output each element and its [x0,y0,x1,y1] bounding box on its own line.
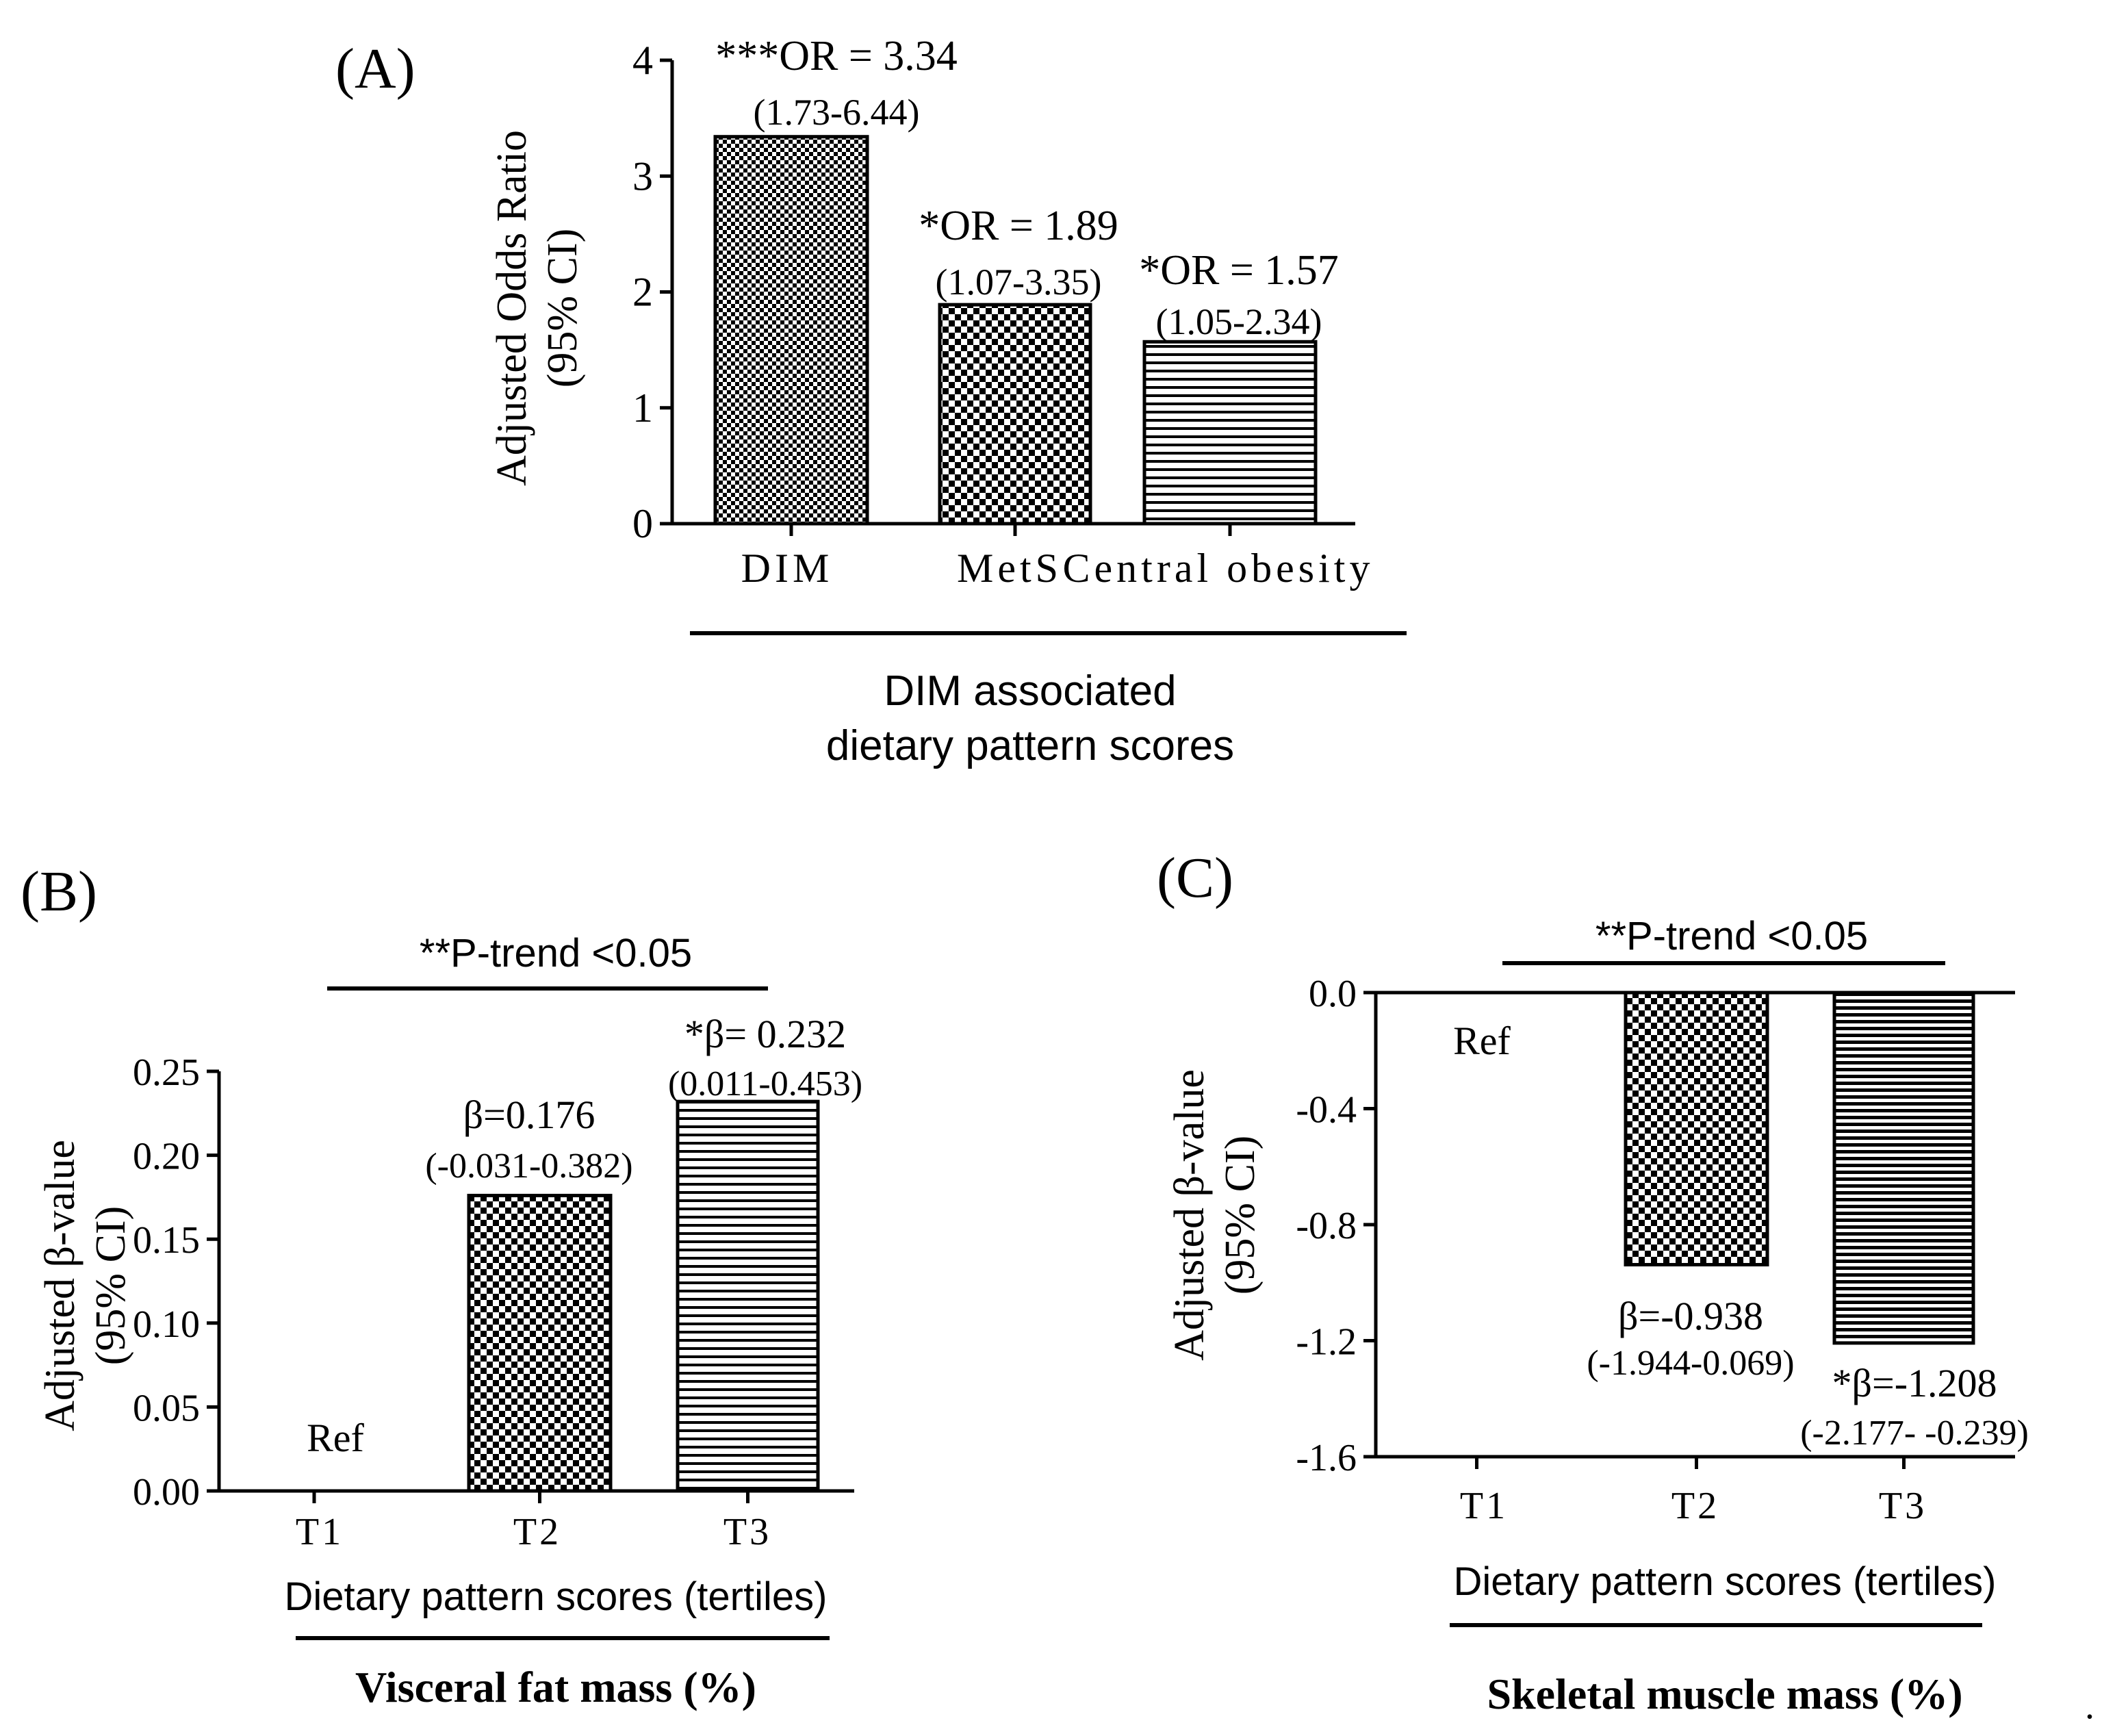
panel-a-ylabel-line1: Adjusted Odds Ratio [489,130,535,486]
panel-a-y-tick-label: 2 [632,270,653,315]
panel-a-x-tick-label: DIM [741,546,834,591]
panel-c-x-tick-label: T2 [1671,1485,1719,1527]
panel-b-y-tick-label: 0.20 [133,1136,200,1178]
panel-b-ylabel-line1: Adjusted β-value [37,1140,84,1431]
panel-a-annotation-main: *OR = 1.89 [919,203,1118,249]
panel-c-letter: (C) [1157,846,1233,910]
panel-a-y-tick-label: 3 [632,153,653,199]
panel-a-annotation-ci: (1.05-2.34) [1156,301,1322,342]
panel-b-ylabel-line2: (95% CI) [88,1206,134,1365]
panel-b-trend-label: **P-trend <0.05 [420,931,692,975]
panel-a-x-ticks: DIM MetS Central obesity [741,524,1374,591]
panel-c-ylabel-line2: (95% CI) [1217,1136,1264,1294]
panel-a-ylabel-line2: (95% CI) [539,229,586,387]
panel-a-bar-dim [713,135,869,526]
panel-b-y-tick-label: 0.00 [133,1471,200,1514]
panel-a-letter: (A) [335,37,415,101]
panel-b-y-tick-label: 0.25 [133,1051,200,1094]
panel-b-annotation-main: Ref [307,1416,364,1460]
panel-a-x-tick-label: Central obesity [1063,546,1374,591]
panel-c-x-tick-label: T1 [1460,1485,1508,1527]
panel-a-group-label-line1: DIM associated [884,667,1176,715]
panel-b-x-tick-label: T1 [296,1511,344,1553]
panel-c-bar-t3 [1832,991,1975,1345]
panel-b-y-tick-label: 0.15 [133,1219,200,1262]
panel-c-annotation-ci: (-2.177- -0.239) [1800,1414,2029,1453]
panel-b-x-tick-label: T2 [513,1511,561,1553]
panel-c-bar-t1 [1389,991,1564,994]
panel-b-annotations: Ref β=0.176 (-0.031-0.382) *β= 0.232 (0.011-… [307,1012,862,1460]
panel-c-trend-label: **P-trend <0.05 [1595,914,1868,958]
panel-a-annotation-ci: (1.07-3.35) [936,261,1102,303]
panel-a-annotations: ***OR = 3.34 (1.73-6.44) *OR = 1.89 (1.07-3… [715,33,1339,342]
panel-c-y-tick-label: -0.4 [1296,1089,1357,1132]
panel-c-ylabel-line1: Adjusted β-value [1166,1069,1213,1361]
panel-a-annotation-ci: (1.73-6.44) [754,92,920,133]
panel-a-group-label-line2: dietary pattern scores [826,722,1234,769]
panel-a: (A) Adjusted Odds Ratio (95% CI) 0 1 2 3 4 *… [335,33,1407,769]
panel-c-annotation-ci: (-1.944-0.069) [1587,1344,1794,1383]
panel-a-x-tick-label: MetS [957,546,1062,591]
panel-a-annotation-main: ***OR = 3.34 [715,33,958,79]
panel-b-bars [226,1099,820,1493]
panel-c-y-tick-label: -0.8 [1296,1205,1357,1247]
panel-c: (C) **P-trend <0.05 Adjusted β-value (95… [1157,846,2029,1718]
panel-c-annotation-main: β=-0.938 [1618,1294,1763,1338]
panel-a-bar-mets [938,303,1092,526]
panel-b-annotation-main: *β= 0.232 [684,1012,846,1056]
panel-c-x-ticks: T1 T2 T3 [1460,1457,1927,1527]
panel-a-ylabel: Adjusted Odds Ratio (95% CI) [489,130,586,486]
panel-b-annotation-main: β=0.176 [463,1093,595,1137]
panel-c-y-tick-label: -1.6 [1296,1437,1357,1479]
panel-b-outcome-label: Visceral fat mass (%) [355,1663,756,1711]
panel-b-y-tick-label: 0.05 [133,1387,200,1429]
panel-b-annotation-ci: (-0.031-0.382) [425,1147,632,1186]
panel-a-annotation-main: *OR = 1.57 [1139,247,1339,294]
panel-c-annotation-main: Ref [1453,1019,1511,1063]
panel-b-ylabel: Adjusted β-value (95% CI) [37,1140,134,1431]
panel-a-y-tick-label: 4 [632,38,653,83]
panel-b-bar-t3 [676,1099,820,1493]
panel-b: (B) **P-trend <0.05 Adjusted β-value (95… [21,860,862,1711]
panel-a-y-tick-label: 0 [632,501,653,546]
panel-b-letter: (B) [21,860,97,923]
panel-b-x-tick-label: T3 [723,1511,771,1553]
panel-b-y-tick-label: 0.10 [133,1303,200,1346]
panel-c-annotation-main: *β=-1.208 [1832,1361,1997,1405]
panel-c-outcome-label: Skeletal muscle mass (%) [1487,1670,1962,1718]
panel-c-y-tick-label: -1.2 [1296,1321,1357,1364]
panel-c-bar-t2 [1624,991,1769,1266]
panel-c-ylabel: Adjusted β-value (95% CI) [1166,1069,1264,1361]
panel-b-annotation-ci: (0.011-0.453) [668,1064,862,1103]
panel-a-y-tick-label: 1 [632,385,653,431]
panel-b-x-ticks: T1 T2 T3 [296,1491,771,1553]
panel-a-bars [713,135,1318,526]
panel-b-xlabel: Dietary pattern scores (tertiles) [285,1574,828,1619]
trailing-mark: . [2085,1685,2094,1727]
panel-c-x-tick-label: T3 [1879,1485,1927,1527]
panel-c-bars [1389,991,1975,1345]
panel-c-annotations: Ref β=-0.938 (-1.944-0.069) *β=-1.208 (-2.17… [1453,1019,2029,1453]
panel-c-xlabel: Dietary pattern scores (tertiles) [1454,1559,1997,1604]
panel-a-bar-central-obesity [1142,340,1318,526]
panel-b-bar-t2 [467,1193,613,1493]
panel-c-y-tick-label: 0.0 [1309,973,1357,1015]
